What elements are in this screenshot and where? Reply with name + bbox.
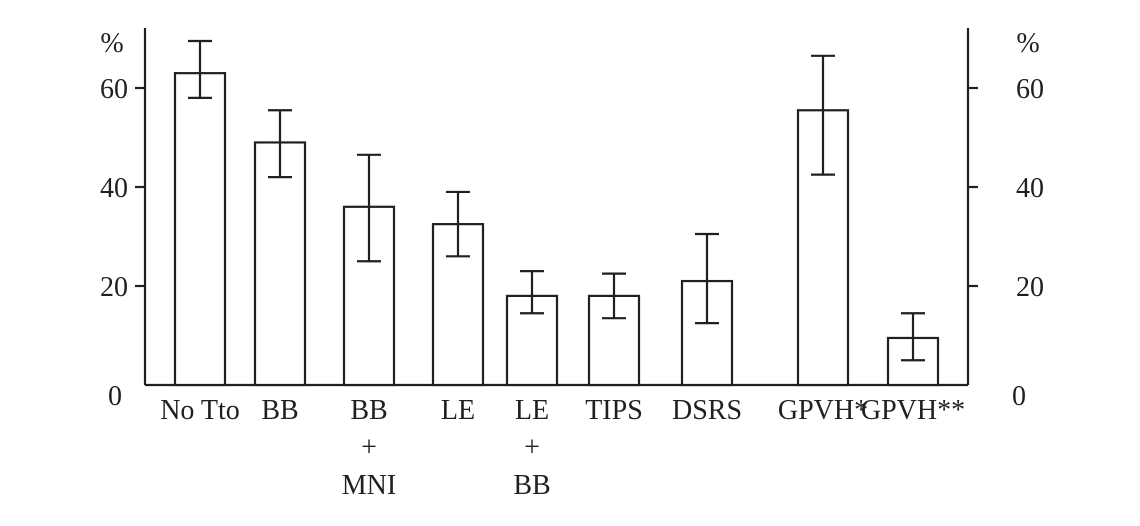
category-labels-group: No Tto BB BB + MNI LE LE + BB TIPS DSRS GPVH*GPVH**: [160, 395, 965, 501]
left-y-tick-label: 0: [108, 381, 122, 412]
bar: [253, 141, 307, 387]
right-y-axis: % 0 20 40 60: [966, 28, 1044, 412]
left-unit-label: %: [100, 28, 123, 59]
category-label: LE: [441, 395, 475, 426]
right-unit-label: %: [1016, 28, 1039, 59]
category-label: BB: [513, 470, 550, 501]
category-label: GPVH**: [861, 395, 965, 426]
bar: [587, 294, 641, 387]
category-label: No Tto: [160, 395, 240, 426]
right-y-tick-label: 0: [1012, 381, 1026, 412]
left-y-tick-label: 20: [100, 272, 128, 303]
left-y-tick-label: 40: [100, 173, 128, 204]
error-bars-group: [188, 39, 925, 362]
category-label: GPVH*: [778, 395, 868, 426]
right-y-tick-label: 40: [1016, 173, 1044, 204]
bar: [173, 72, 227, 387]
category-label: BB: [261, 395, 298, 426]
left-y-axis: % 0 20 40 60: [100, 28, 147, 412]
category-label: MNI: [342, 470, 396, 501]
left-y-tick-label: 60: [100, 74, 128, 105]
category-label: TIPS: [585, 395, 643, 426]
category-label: BB: [350, 395, 387, 426]
right-y-tick-label: 20: [1016, 272, 1044, 303]
category-label: +: [361, 432, 377, 463]
category-label: DSRS: [672, 395, 742, 426]
right-y-tick-label: 60: [1016, 74, 1044, 105]
category-label: LE: [515, 395, 549, 426]
bars-group: [173, 72, 940, 387]
category-label: +: [524, 432, 540, 463]
